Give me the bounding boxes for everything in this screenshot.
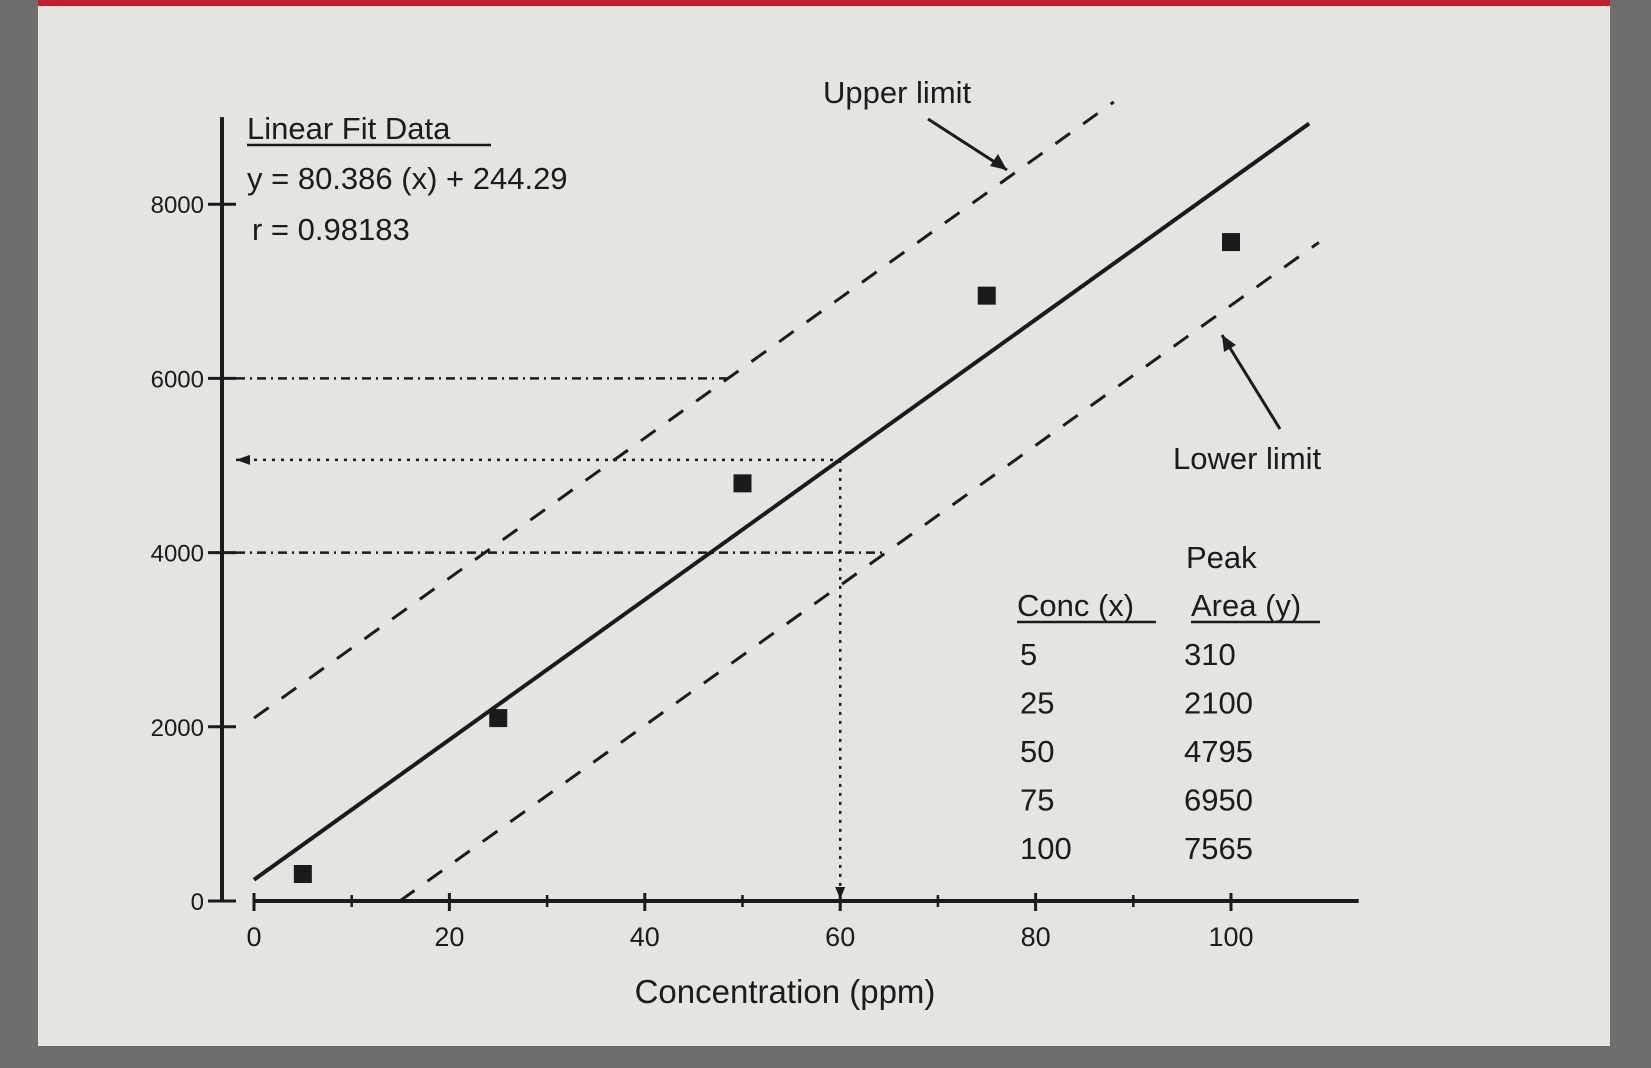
data-point — [489, 709, 508, 728]
upper-limit-pointer-head — [990, 154, 1007, 170]
upper-limit-label: Upper limit — [823, 75, 972, 110]
table-cell-conc: 5 — [1020, 637, 1037, 672]
table-header-area: Area (y) — [1191, 588, 1301, 623]
y-tick-label: 6000 — [151, 366, 204, 393]
y-tick-label: 0 — [191, 889, 204, 916]
table-cell-area: 2100 — [1184, 686, 1253, 721]
fit-line-group — [252, 121, 1311, 882]
table-cell-conc: 75 — [1020, 783, 1054, 818]
table-cell-conc: 50 — [1020, 734, 1054, 769]
y-tick-label: 8000 — [151, 192, 204, 219]
y-tick-label: 4000 — [151, 541, 204, 568]
x-tick-label: 40 — [630, 922, 660, 952]
table-header-peak: Peak — [1186, 540, 1257, 575]
fit-heading: Linear Fit Data — [247, 111, 451, 146]
x-tick-label: 100 — [1208, 922, 1253, 952]
table-cell-area: 7565 — [1184, 831, 1253, 866]
x-tick-label: 60 — [825, 922, 855, 952]
data-point — [293, 864, 312, 883]
lower-limit-label: Lower limit — [1173, 441, 1322, 476]
data-point — [977, 286, 996, 305]
table-header-conc: Conc (x) — [1017, 588, 1134, 623]
table-cell-area: 6950 — [1184, 783, 1253, 818]
x-tick-label: 0 — [246, 922, 261, 952]
table-cell-conc: 25 — [1020, 686, 1054, 721]
y-tick-label: 2000 — [151, 715, 204, 742]
axes — [220, 117, 1359, 903]
data-points — [293, 233, 1240, 883]
table-cell-area: 310 — [1184, 637, 1236, 672]
fit-line — [252, 121, 1311, 882]
table-cell-area: 4795 — [1184, 734, 1253, 769]
data-point — [733, 474, 752, 493]
table-cell-conc: 100 — [1020, 831, 1072, 866]
fit-equation: y = 80.386 (x) + 244.29 — [247, 161, 568, 196]
data-point — [1222, 233, 1240, 252]
fit-correlation: r = 0.98183 — [252, 212, 410, 247]
lower-limit-pointer-head — [1222, 335, 1236, 352]
mid-guide-arrow — [236, 454, 250, 465]
tick-marks: 0 20 40 60 80 100 0 2000 4000 6000 8000 — [151, 192, 1254, 952]
x-axis-title: Concentration (ppm) — [635, 973, 936, 1010]
data-table: Peak Conc (x) Area (y) 5 310 25 2100 50 4795 7… — [1017, 540, 1320, 866]
x-tick-label: 20 — [434, 922, 464, 952]
top-accent-bar — [38, 0, 1610, 6]
lower-limit-pointer — [1220, 334, 1282, 430]
x-tick-label: 80 — [1021, 922, 1051, 952]
confidence-bands — [253, 100, 1320, 903]
upper-limit-band — [253, 100, 1115, 720]
table-rows: 5 310 25 2100 50 4795 75 6950 100 7565 — [1020, 637, 1253, 866]
